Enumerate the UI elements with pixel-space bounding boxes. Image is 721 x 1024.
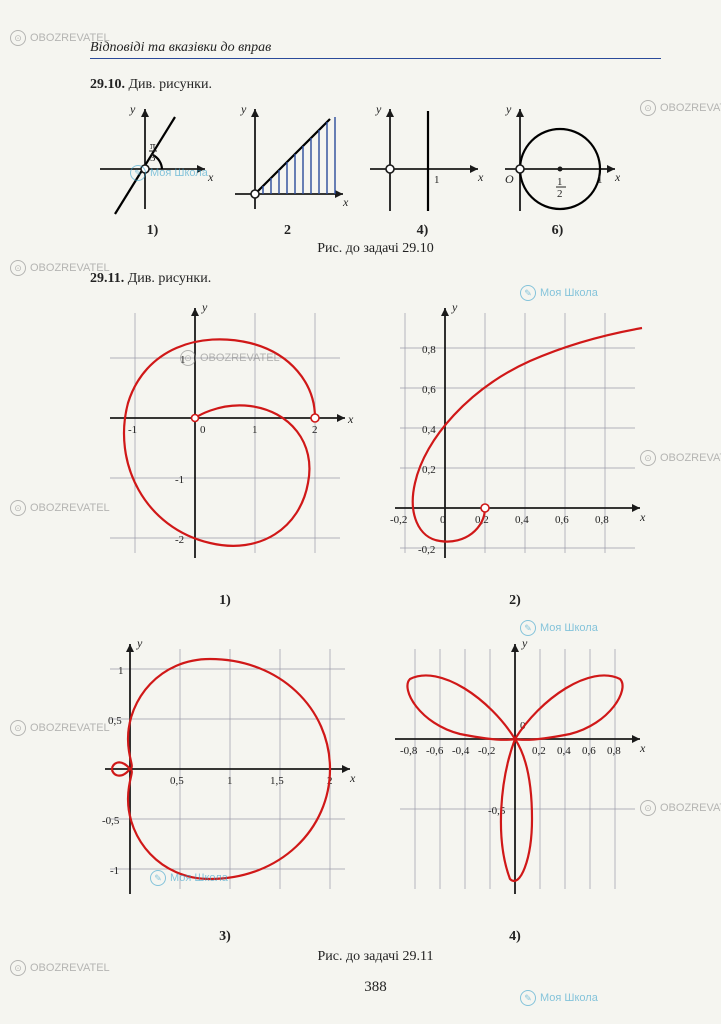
exercise-text: Див. рисунки. bbox=[129, 77, 212, 92]
chart-29-10-6: x y O 1 2 1 bbox=[495, 99, 620, 219]
chart-29-11-1: x y -1 0 1 2 1 -1 -2 bbox=[90, 293, 360, 573]
textbook-page: Відповіді та вказівки до вправ 29.10. Ди… bbox=[0, 0, 721, 1016]
angle-label-denom: 3 bbox=[150, 152, 156, 164]
svg-text:x: x bbox=[639, 741, 646, 755]
svg-text:-0,5: -0,5 bbox=[102, 815, 120, 827]
chart-label: 1) bbox=[90, 223, 215, 239]
svg-text:1: 1 bbox=[118, 665, 124, 677]
page-header: Відповіді та вказівки до вправ bbox=[90, 40, 661, 59]
svg-text:-1: -1 bbox=[128, 424, 137, 436]
svg-text:-0,8: -0,8 bbox=[400, 745, 418, 757]
exercise-number: 29.11. bbox=[90, 271, 124, 286]
chart-29-11-3: x y 0,5 1 1,5 2 0,5 1 -0,5 -1 bbox=[90, 629, 360, 909]
svg-text:0,4: 0,4 bbox=[515, 514, 529, 526]
svg-text:0,6: 0,6 bbox=[422, 384, 436, 396]
svg-text:-1: -1 bbox=[110, 865, 119, 877]
svg-text:1: 1 bbox=[227, 775, 233, 787]
chart-29-10-2: x y bbox=[225, 99, 350, 219]
center-label-num: 1 bbox=[557, 176, 563, 188]
chart-29-10-4: x y 1 bbox=[360, 99, 485, 219]
svg-text:-0,6: -0,6 bbox=[426, 745, 444, 757]
figure-caption-29-10: Рис. до задачі 29.10 bbox=[90, 241, 661, 257]
chart-label: 1) bbox=[90, 593, 360, 609]
chart-label: 4) bbox=[380, 929, 650, 945]
svg-text:0,2: 0,2 bbox=[532, 745, 546, 757]
svg-text:-0,2: -0,2 bbox=[390, 514, 407, 526]
chart-label: 2) bbox=[380, 593, 650, 609]
chart-29-11-2: x y -0,2 0 0,2 0,4 0,6 0,8 -0,2 0,2 0,4 … bbox=[380, 293, 650, 573]
x-label: x bbox=[342, 195, 349, 209]
svg-text:y: y bbox=[136, 636, 143, 650]
svg-text:-0,2: -0,2 bbox=[478, 745, 495, 757]
grid bbox=[110, 313, 340, 553]
grid bbox=[400, 649, 635, 889]
x-label: x bbox=[207, 170, 214, 184]
edge-label: 1 bbox=[597, 174, 603, 186]
svg-text:0,6: 0,6 bbox=[555, 514, 569, 526]
exercise-title-29-10: 29.10. Див. рисунки. bbox=[90, 77, 661, 93]
exercise-text: Див. рисунки. bbox=[128, 271, 211, 286]
x-label: x bbox=[614, 170, 620, 184]
origin-O: O bbox=[505, 172, 514, 186]
chart-label: 3) bbox=[90, 929, 360, 945]
svg-text:-0,2: -0,2 bbox=[418, 544, 435, 556]
chart-29-11-4: x y -0,8 -0,6 -0,4 -0,2 0,2 0,4 0,6 0,8 … bbox=[380, 629, 650, 909]
angle-label: π bbox=[150, 140, 156, 152]
svg-text:0,8: 0,8 bbox=[422, 344, 436, 356]
svg-text:0,6: 0,6 bbox=[582, 745, 596, 757]
hatch-region bbox=[263, 117, 335, 194]
chart-label: 4) bbox=[360, 223, 485, 239]
exercise-number: 29.10. bbox=[90, 77, 125, 92]
svg-text:1: 1 bbox=[180, 354, 186, 366]
svg-text:2: 2 bbox=[312, 424, 318, 436]
svg-text:x: x bbox=[639, 510, 646, 524]
tick-1: 1 bbox=[434, 174, 440, 186]
chart-labels-29-10: 1) 2 4) 6) bbox=[90, 223, 661, 239]
svg-text:x: x bbox=[349, 771, 356, 785]
y-label: y bbox=[375, 102, 382, 116]
y-label: y bbox=[129, 102, 136, 116]
svg-text:0: 0 bbox=[440, 514, 446, 526]
chart-row-29-10: x y π 3 x y bbox=[90, 99, 661, 219]
svg-text:-2: -2 bbox=[175, 534, 184, 546]
svg-text:0,8: 0,8 bbox=[595, 514, 609, 526]
svg-text:1,5: 1,5 bbox=[270, 775, 284, 787]
svg-text:y: y bbox=[451, 300, 458, 314]
svg-text:y: y bbox=[201, 300, 208, 314]
center-label-den: 2 bbox=[557, 188, 563, 200]
svg-text:0,8: 0,8 bbox=[607, 745, 621, 757]
svg-text:y: y bbox=[521, 636, 528, 650]
svg-text:0,5: 0,5 bbox=[108, 715, 122, 727]
chart-grid-29-11: x y -1 0 1 2 1 -1 -2 bbox=[90, 293, 661, 945]
svg-text:0,4: 0,4 bbox=[557, 745, 571, 757]
chart-label: 2 bbox=[225, 223, 350, 239]
y-label: y bbox=[240, 102, 247, 116]
svg-text:0: 0 bbox=[200, 424, 206, 436]
x-label: x bbox=[477, 170, 484, 184]
svg-text:0,2: 0,2 bbox=[422, 464, 436, 476]
svg-text:1: 1 bbox=[252, 424, 258, 436]
svg-text:x: x bbox=[347, 412, 354, 426]
svg-text:-1: -1 bbox=[175, 474, 184, 486]
chart-29-10-1: x y π 3 bbox=[90, 99, 215, 219]
y-label: y bbox=[505, 102, 512, 116]
chart-label: 6) bbox=[495, 223, 620, 239]
svg-text:0,4: 0,4 bbox=[422, 424, 436, 436]
page-number: 388 bbox=[90, 979, 661, 996]
svg-text:0,5: 0,5 bbox=[170, 775, 184, 787]
svg-text:-0,4: -0,4 bbox=[452, 745, 470, 757]
figure-caption-29-11: Рис. до задачі 29.11 bbox=[90, 949, 661, 965]
exercise-title-29-11: 29.11. Див. рисунки. bbox=[90, 271, 661, 287]
svg-text:-0,5: -0,5 bbox=[488, 805, 506, 817]
